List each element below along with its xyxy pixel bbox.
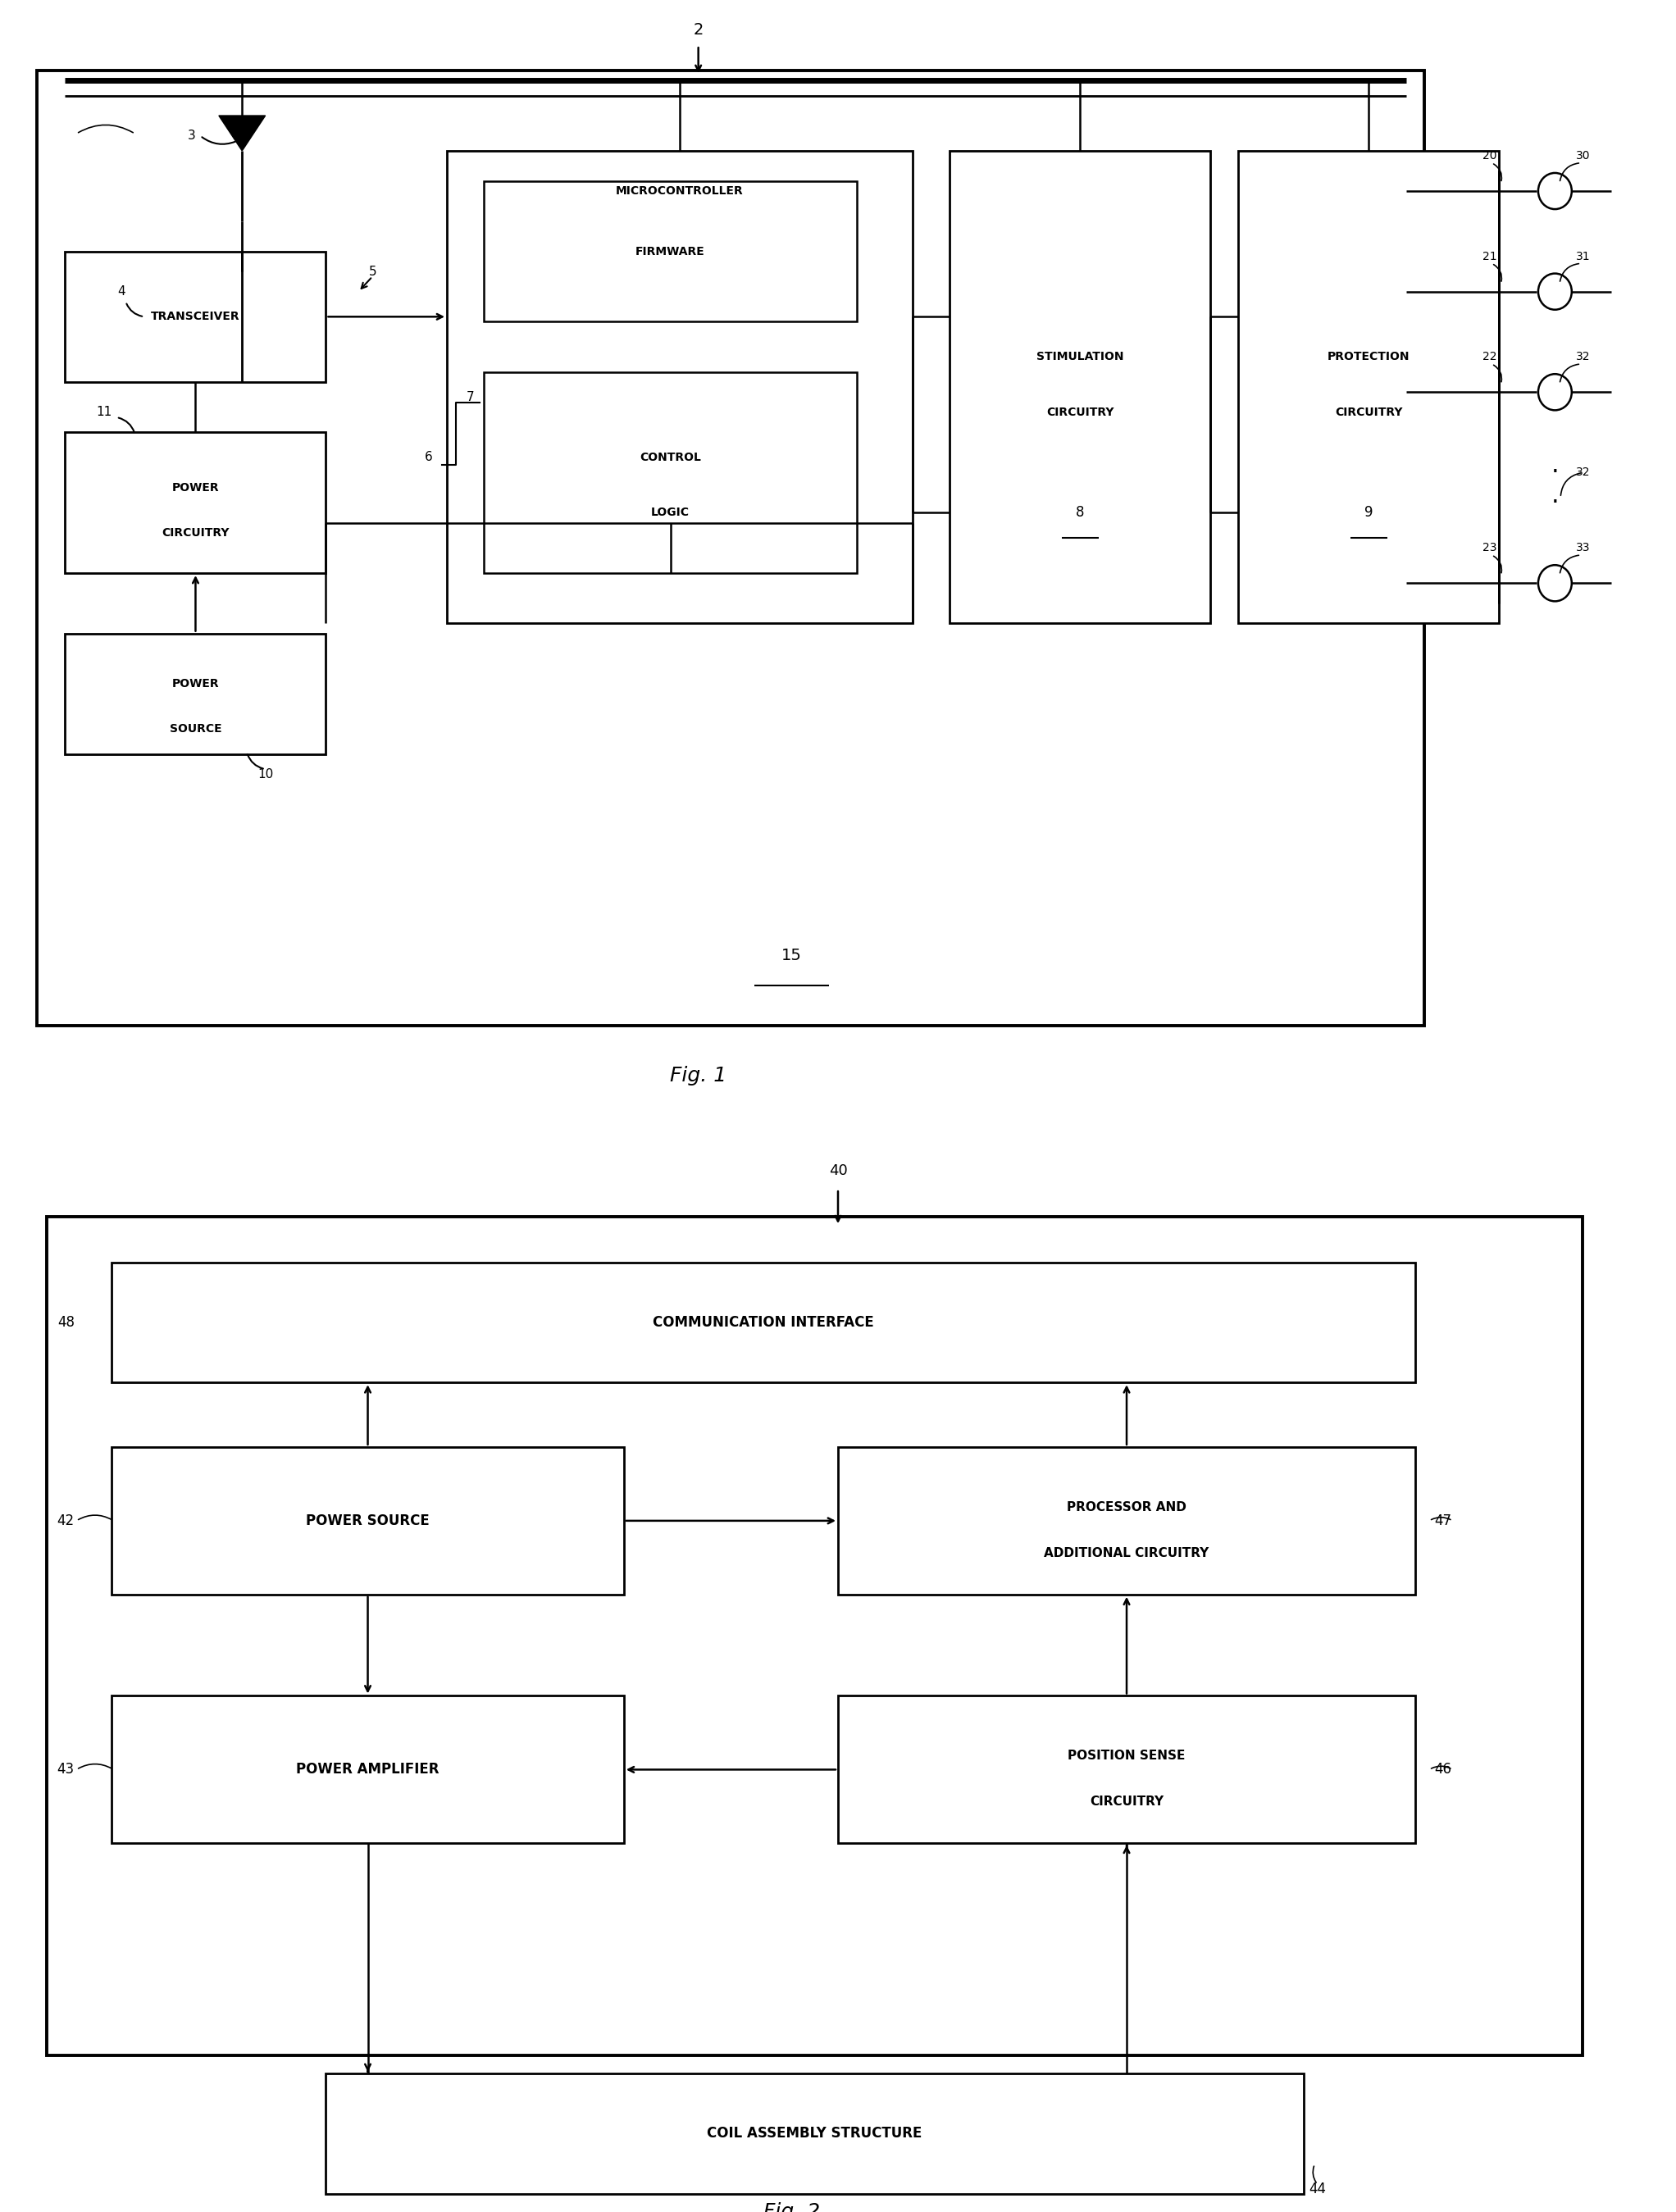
Text: POWER SOURCE: POWER SOURCE — [307, 1513, 429, 1528]
Text: 47: 47 — [1435, 1513, 1451, 1528]
Text: 22: 22 — [1483, 352, 1497, 363]
Bar — [65, 633, 325, 754]
Text: 40: 40 — [828, 1164, 848, 1179]
Text: STIMULATION: STIMULATION — [1036, 352, 1123, 363]
Text: 6: 6 — [424, 451, 432, 465]
Text: POSITION SENSE: POSITION SENSE — [1068, 1750, 1185, 1763]
Text: LOGIC: LOGIC — [652, 507, 689, 518]
Bar — [950, 150, 1210, 624]
Text: 43: 43 — [57, 1763, 74, 1776]
Text: 23: 23 — [1483, 542, 1497, 553]
Text: 9: 9 — [1364, 504, 1373, 520]
Bar — [838, 1447, 1415, 1595]
Text: COMMUNICATION INTERFACE: COMMUNICATION INTERFACE — [654, 1316, 875, 1329]
Text: CIRCUITRY: CIRCUITRY — [161, 526, 230, 540]
Text: 20: 20 — [1483, 150, 1497, 161]
Text: 2: 2 — [694, 22, 704, 38]
Text: CIRCUITRY: CIRCUITRY — [1334, 407, 1403, 418]
Text: CIRCUITRY: CIRCUITRY — [1089, 1796, 1163, 1807]
Text: POWER: POWER — [173, 482, 220, 493]
Bar — [47, 1217, 1582, 2055]
Bar — [65, 252, 325, 383]
Text: 30: 30 — [1575, 150, 1591, 161]
Text: 46: 46 — [1435, 1763, 1451, 1776]
Text: 15: 15 — [781, 947, 801, 962]
Text: ·: · — [1550, 491, 1559, 515]
Text: COIL ASSEMBLY STRUCTURE: COIL ASSEMBLY STRUCTURE — [707, 2126, 922, 2141]
Text: 21: 21 — [1483, 250, 1497, 263]
Text: 48: 48 — [57, 1316, 74, 1329]
Text: POWER AMPLIFIER: POWER AMPLIFIER — [297, 1763, 439, 1776]
Text: MICROCONTROLLER: MICROCONTROLLER — [615, 186, 744, 197]
Bar — [484, 372, 856, 573]
Polygon shape — [220, 115, 265, 150]
Text: 3: 3 — [188, 131, 196, 142]
Text: ADDITIONAL CIRCUITRY: ADDITIONAL CIRCUITRY — [1044, 1546, 1208, 1559]
Text: Fig. 1: Fig. 1 — [670, 1066, 727, 1086]
Bar — [325, 2075, 1304, 2194]
Text: FIRMWARE: FIRMWARE — [635, 246, 706, 257]
Bar — [65, 431, 325, 573]
Text: 8: 8 — [1076, 504, 1084, 520]
Text: PROTECTION: PROTECTION — [1327, 352, 1410, 363]
Text: 11: 11 — [96, 407, 112, 418]
Text: 5: 5 — [369, 265, 377, 279]
Text: 42: 42 — [57, 1513, 74, 1528]
Text: Fig. 2: Fig. 2 — [763, 2203, 820, 2212]
Text: SOURCE: SOURCE — [169, 723, 221, 734]
Text: TRANSCEIVER: TRANSCEIVER — [151, 312, 240, 323]
Bar — [484, 181, 856, 321]
Bar — [37, 71, 1425, 1026]
Text: 44: 44 — [1309, 2181, 1326, 2197]
Text: 32: 32 — [1575, 467, 1591, 478]
Text: 10: 10 — [258, 768, 273, 781]
Text: 32: 32 — [1575, 352, 1591, 363]
Text: ·: · — [1550, 460, 1559, 484]
Text: 33: 33 — [1575, 542, 1591, 553]
Text: PROCESSOR AND: PROCESSOR AND — [1068, 1500, 1187, 1513]
Text: 7: 7 — [466, 392, 474, 403]
Bar — [447, 150, 912, 624]
Bar — [112, 1263, 1415, 1382]
Text: CIRCUITRY: CIRCUITRY — [1046, 407, 1115, 418]
Text: 31: 31 — [1575, 250, 1591, 263]
Text: 4: 4 — [117, 285, 126, 299]
Bar — [112, 1447, 623, 1595]
Text: CONTROL: CONTROL — [640, 451, 701, 462]
Text: POWER: POWER — [173, 677, 220, 690]
Bar — [838, 1697, 1415, 1843]
Bar — [112, 1697, 623, 1843]
Bar — [1239, 150, 1498, 624]
